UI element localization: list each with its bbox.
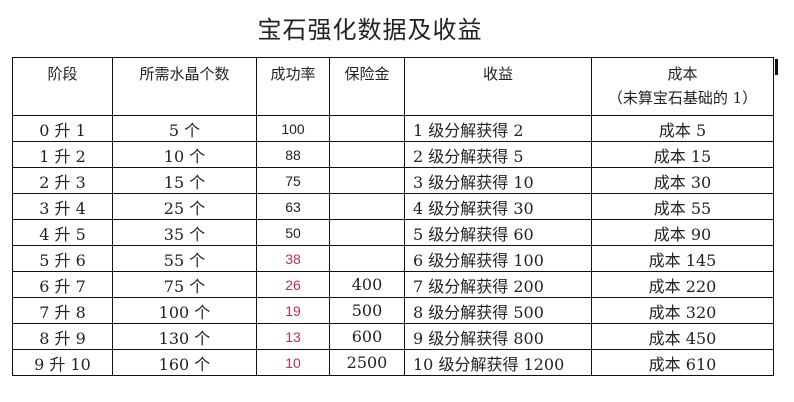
cell-insurance bbox=[329, 219, 405, 246]
table-row: 9 升 10 160 个 10 2500 10 级分解获得 1200 成本 610 bbox=[12, 349, 774, 376]
divider bbox=[775, 59, 778, 75]
table-row: 5 升 6 55 个 38 6 级分解获得 100 成本 145 bbox=[12, 245, 774, 272]
header-gain: 收益 bbox=[404, 57, 592, 116]
cell-rate: 13 bbox=[256, 323, 330, 350]
cell-cost: 成本 90 bbox=[591, 219, 774, 246]
cell-stage: 9 升 10 bbox=[12, 349, 113, 376]
gem-upgrade-table: 阶段 所需水晶个数 成功率 保险金 收益 成本 （未算宝石基础的 1） 0 升 1… bbox=[12, 57, 774, 376]
header-cost-note: （未算宝石基础的 1） bbox=[607, 89, 758, 107]
table-row: 1 升 2 10 个 88 2 级分解获得 5 成本 15 bbox=[12, 141, 774, 168]
cell-stage: 0 升 1 bbox=[12, 115, 113, 142]
cell-insurance: 500 bbox=[329, 297, 405, 324]
cell-rate: 10 bbox=[256, 349, 330, 376]
cell-rate: 50 bbox=[256, 219, 330, 246]
table-row: 8 升 9 130 个 13 600 9 级分解获得 800 成本 450 bbox=[12, 323, 774, 350]
cell-rate: 26 bbox=[256, 271, 330, 298]
cell-stage: 8 升 9 bbox=[12, 323, 113, 350]
header-cost: 成本 （未算宝石基础的 1） bbox=[591, 57, 774, 116]
cell-gain: 3 级分解获得 10 bbox=[404, 167, 592, 194]
header-insurance: 保险金 bbox=[329, 57, 405, 116]
cell-insurance: 400 bbox=[329, 271, 405, 298]
cell-crystals: 55 个 bbox=[112, 245, 257, 272]
cell-cost: 成本 55 bbox=[591, 193, 774, 220]
cell-stage: 2 升 3 bbox=[12, 167, 113, 194]
cell-crystals: 75 个 bbox=[112, 271, 257, 298]
cell-cost: 成本 610 bbox=[591, 349, 774, 376]
cell-stage: 3 升 4 bbox=[12, 193, 113, 220]
cell-insurance bbox=[329, 193, 405, 220]
cell-insurance bbox=[329, 245, 405, 272]
cell-gain: 5 级分解获得 60 bbox=[404, 219, 592, 246]
cell-crystals: 10 个 bbox=[112, 141, 257, 168]
header-crystals: 所需水晶个数 bbox=[112, 57, 257, 116]
cell-rate: 88 bbox=[256, 141, 330, 168]
cell-gain: 10 级分解获得 1200 bbox=[404, 349, 592, 376]
cell-stage: 4 升 5 bbox=[12, 219, 113, 246]
cell-insurance: 600 bbox=[329, 323, 405, 350]
cell-crystals: 130 个 bbox=[112, 323, 257, 350]
table-row: 4 升 5 35 个 50 5 级分解获得 60 成本 90 bbox=[12, 219, 774, 246]
cell-cost: 成本 220 bbox=[591, 271, 774, 298]
cell-rate: 100 bbox=[256, 115, 330, 142]
cell-insurance bbox=[329, 141, 405, 168]
cell-crystals: 5 个 bbox=[112, 115, 257, 142]
cell-cost: 成本 320 bbox=[591, 297, 774, 324]
table-row: 2 升 3 15 个 75 3 级分解获得 10 成本 30 bbox=[12, 167, 774, 194]
cell-stage: 1 升 2 bbox=[12, 141, 113, 168]
cell-cost: 成本 5 bbox=[591, 115, 774, 142]
cell-stage: 6 升 7 bbox=[12, 271, 113, 298]
cell-crystals: 15 个 bbox=[112, 167, 257, 194]
cell-gain: 9 级分解获得 800 bbox=[404, 323, 592, 350]
cell-rate: 63 bbox=[256, 193, 330, 220]
cell-cost: 成本 15 bbox=[591, 141, 774, 168]
cell-insurance: 2500 bbox=[329, 349, 405, 376]
header-cost-label: 成本 bbox=[667, 65, 698, 83]
cell-rate: 19 bbox=[256, 297, 330, 324]
cell-crystals: 100 个 bbox=[112, 297, 257, 324]
cell-crystals: 160 个 bbox=[112, 349, 257, 376]
cell-crystals: 25 个 bbox=[112, 193, 257, 220]
page-title: 宝石强化数据及收益 bbox=[257, 16, 483, 44]
cell-stage: 7 升 8 bbox=[12, 297, 113, 324]
cell-cost: 成本 30 bbox=[591, 167, 774, 194]
table-row: 6 升 7 75 个 26 400 7 级分解获得 200 成本 220 bbox=[12, 271, 774, 298]
table-row: 7 升 8 100 个 19 500 8 级分解获得 500 成本 320 bbox=[12, 297, 774, 324]
header-stage: 阶段 bbox=[12, 57, 113, 116]
cell-gain: 8 级分解获得 500 bbox=[404, 297, 592, 324]
cell-insurance bbox=[329, 167, 405, 194]
cell-gain: 4 级分解获得 30 bbox=[404, 193, 592, 220]
cell-rate: 38 bbox=[256, 245, 330, 272]
table-header-row: 阶段 所需水晶个数 成功率 保险金 收益 成本 （未算宝石基础的 1） bbox=[12, 57, 774, 116]
cell-gain: 2 级分解获得 5 bbox=[404, 141, 592, 168]
cell-gain: 7 级分解获得 200 bbox=[404, 271, 592, 298]
cell-cost: 成本 145 bbox=[591, 245, 774, 272]
cell-gain: 1 级分解获得 2 bbox=[404, 115, 592, 142]
cell-gain: 6 级分解获得 100 bbox=[404, 245, 592, 272]
cell-insurance bbox=[329, 115, 405, 142]
cell-rate: 75 bbox=[256, 167, 330, 194]
cell-cost: 成本 450 bbox=[591, 323, 774, 350]
cell-stage: 5 升 6 bbox=[12, 245, 113, 272]
table-row: 3 升 4 25 个 63 4 级分解获得 30 成本 55 bbox=[12, 193, 774, 220]
header-rate: 成功率 bbox=[256, 57, 330, 116]
cell-crystals: 35 个 bbox=[112, 219, 257, 246]
